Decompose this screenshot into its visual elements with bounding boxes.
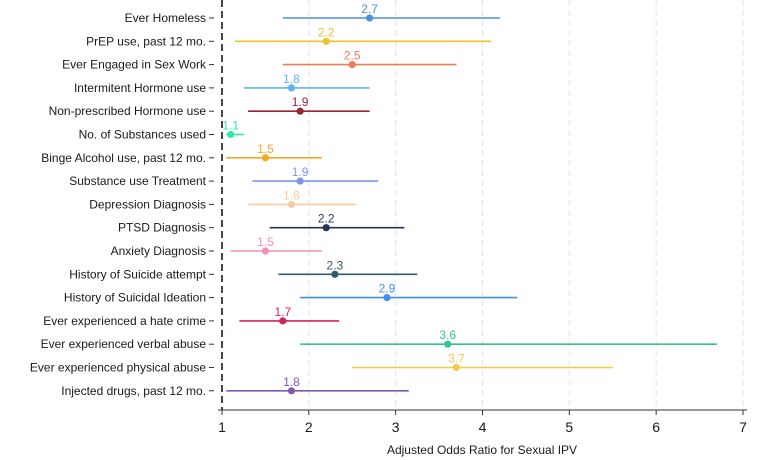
row: Ever experienced physical abuse 3.7	[30, 352, 613, 375]
row: Ever Engaged in Sex Work 2.5	[62, 49, 457, 72]
data-label: 3.6	[439, 328, 456, 342]
data-label: 2.3	[327, 258, 344, 272]
row-label: Ever Homeless	[125, 11, 206, 25]
point-estimate	[322, 224, 330, 232]
x-axis-title: Adjusted Odds Ratio for Sexual IPV	[387, 443, 577, 457]
data-label: 1.8	[283, 72, 300, 86]
row: Ever experienced a hate crime 1.7	[43, 305, 340, 328]
row: Intermitent Hormone use 1.8	[74, 72, 370, 95]
row: Anxiety Diagnosis 1.5	[111, 235, 322, 258]
row: PTSD Diagnosis 2.2	[118, 212, 405, 235]
point-estimate	[261, 154, 270, 162]
point-estimate	[287, 200, 296, 208]
point-estimate	[227, 130, 235, 139]
data-label: 1.9	[292, 165, 309, 179]
data-label: 2.5	[344, 49, 361, 63]
row-label: Ever Engaged in Sex Work	[62, 58, 207, 72]
row: Substance use Treatment 1.9	[69, 165, 379, 188]
point-estimate	[444, 340, 452, 348]
row-label: Ever experienced a hate crime	[43, 314, 206, 328]
row-label: Ever experienced verbal abuse	[41, 337, 207, 351]
row-label: No. of Substances used	[79, 128, 206, 142]
row-label: PTSD Diagnosis	[118, 221, 206, 235]
data-label: 1.1	[222, 119, 239, 133]
row-label: Depression Diagnosis	[89, 197, 206, 211]
data-label: 2.2	[318, 212, 335, 226]
data-label: 2.2	[318, 25, 335, 39]
point-estimate	[261, 247, 270, 255]
data-label: 3.7	[448, 352, 465, 366]
row: Binge Alcohol use, past 12 mo. 1.5	[41, 142, 322, 165]
point-estimate	[331, 270, 339, 278]
data-label: 1.7	[274, 305, 291, 319]
point-estimate	[296, 177, 304, 185]
row-label: Ever experienced physical abuse	[30, 361, 206, 375]
x-tick-label: 5	[565, 419, 573, 435]
point-estimate	[322, 37, 330, 45]
point-estimate	[287, 387, 296, 395]
point-estimate	[383, 294, 391, 302]
row-label: PrEP use, past 12 mo.	[86, 34, 206, 48]
point-estimate	[366, 14, 374, 22]
axes: 1 2 3 4 5 6 7	[218, 409, 747, 435]
point-estimate	[452, 363, 461, 372]
row-label: History of Suicidal Ideation	[64, 291, 206, 305]
row: Injected drugs, past 12 mo. 1.8	[61, 375, 409, 398]
x-tick-label: 6	[652, 419, 660, 435]
row-label: Substance use Treatment	[69, 174, 206, 188]
data-label: 1.5	[257, 142, 274, 156]
grid-lines	[221, 0, 744, 410]
row-label: Non-prescribed Hormone use	[49, 104, 207, 118]
row: Non-prescribed Hormone use 1.9	[49, 95, 370, 118]
point-estimate	[296, 107, 304, 115]
point-estimate	[348, 61, 356, 69]
row: Ever experienced verbal abuse 3.6	[41, 328, 717, 351]
point-estimate	[279, 317, 287, 325]
data-label: 1.9	[292, 95, 309, 109]
row: History of Suicidal Ideation 2.9	[64, 282, 518, 305]
row: No. of Substances used 1.1	[79, 119, 244, 142]
x-tick-label: 1	[218, 419, 226, 435]
x-tick-label: 3	[392, 419, 400, 435]
plot-rows: Ever Homeless 2.7 PrEP use, past 12 mo. 2.2…	[30, 2, 717, 398]
data-label: 1.8	[283, 375, 300, 389]
data-label: 2.7	[361, 2, 378, 16]
row: Depression Diagnosis 1.8	[89, 188, 357, 211]
row-label: Anxiety Diagnosis	[111, 244, 206, 258]
data-label: 1.8	[283, 188, 300, 202]
point-estimate	[287, 84, 296, 92]
row-label: Binge Alcohol use, past 12 mo.	[41, 151, 206, 165]
row: History of Suicide attempt 2.3	[69, 258, 418, 281]
x-tick-label: 7	[739, 419, 747, 435]
row: Ever Homeless 2.7	[125, 2, 500, 25]
x-tick-label: 4	[479, 419, 487, 435]
row-label: Intermitent Hormone use	[74, 81, 206, 95]
row-label: History of Suicide attempt	[69, 267, 206, 281]
data-label: 2.9	[379, 282, 396, 296]
data-label: 1.5	[257, 235, 274, 249]
row: PrEP use, past 12 mo. 2.2	[86, 25, 492, 48]
x-tick-label: 2	[305, 419, 313, 435]
row-label: Injected drugs, past 12 mo.	[61, 384, 206, 398]
